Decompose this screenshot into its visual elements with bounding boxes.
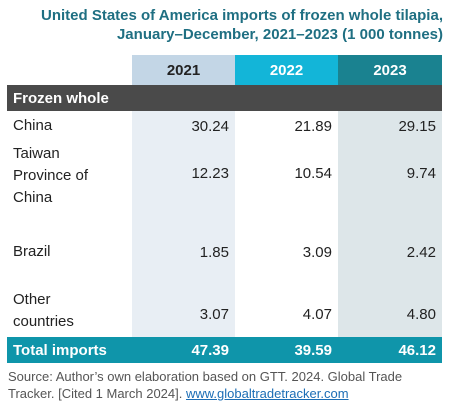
total-2023: 46.12 <box>338 337 442 363</box>
cell-china-2022: 21.89 <box>235 111 338 141</box>
header-2022: 2022 <box>235 55 338 85</box>
title-line-2: January–December, 2021–2023 (1 000 tonne… <box>116 26 443 43</box>
row-label-other: Other countries <box>7 277 132 337</box>
row-label-line: Province of <box>13 167 89 184</box>
source-text: Source: Author’s own elaboration based o… <box>8 369 403 401</box>
title-line-1: United States of America imports of froz… <box>40 7 443 24</box>
cell-taiwan-2021: 12.23 <box>132 141 235 227</box>
source-note: Source: Author’s own elaboration based o… <box>8 368 448 402</box>
header-2021: 2021 <box>132 55 235 85</box>
row-label-line: Other <box>13 291 51 308</box>
row-label-brazil: Brazil <box>7 227 132 277</box>
total-2022: 39.59 <box>235 337 338 363</box>
cell-taiwan-2023: 9.74 <box>338 141 442 227</box>
section-row: Frozen whole <box>7 85 442 111</box>
cell-brazil-2021: 1.85 <box>132 227 235 277</box>
table-row: China 30.24 21.89 29.15 <box>7 111 442 141</box>
header-2023: 2023 <box>338 55 442 85</box>
header-empty-cell <box>7 55 132 85</box>
header-row: 2021 2022 2023 <box>7 55 442 85</box>
cell-other-2023: 4.80 <box>338 277 442 337</box>
row-label-line: China <box>13 117 53 134</box>
section-label: Frozen whole <box>7 85 442 111</box>
row-label-line: Brazil <box>13 243 51 260</box>
cell-brazil-2023: 2.42 <box>338 227 442 277</box>
cell-other-2021: 3.07 <box>132 277 235 337</box>
table-row: Other countries 3.07 4.07 4.80 <box>7 277 442 337</box>
imports-table: 2021 2022 2023 Frozen whole China 30.24 … <box>7 55 442 363</box>
row-label-line: China <box>13 189 53 206</box>
source-link[interactable]: www.globaltradetracker.com <box>185 386 349 401</box>
total-row: Total imports 47.39 39.59 46.12 <box>7 337 442 363</box>
chart-title: United States of America imports of froz… <box>41 6 443 44</box>
cell-china-2023: 29.15 <box>338 111 442 141</box>
cell-brazil-2022: 3.09 <box>235 227 338 277</box>
row-label-china: China <box>7 111 132 141</box>
cell-other-2022: 4.07 <box>235 277 338 337</box>
row-label-line: Taiwan <box>13 145 60 162</box>
table-row: Taiwan Province of China 12.23 10.54 9.7… <box>7 141 442 227</box>
cell-taiwan-2022: 10.54 <box>235 141 338 227</box>
row-label-taiwan: Taiwan Province of China <box>7 141 132 227</box>
table-row: Brazil 1.85 3.09 2.42 <box>7 227 442 277</box>
total-label: Total imports <box>7 337 132 363</box>
total-2021: 47.39 <box>132 337 235 363</box>
row-label-line: countries <box>13 313 74 330</box>
cell-china-2021: 30.24 <box>132 111 235 141</box>
